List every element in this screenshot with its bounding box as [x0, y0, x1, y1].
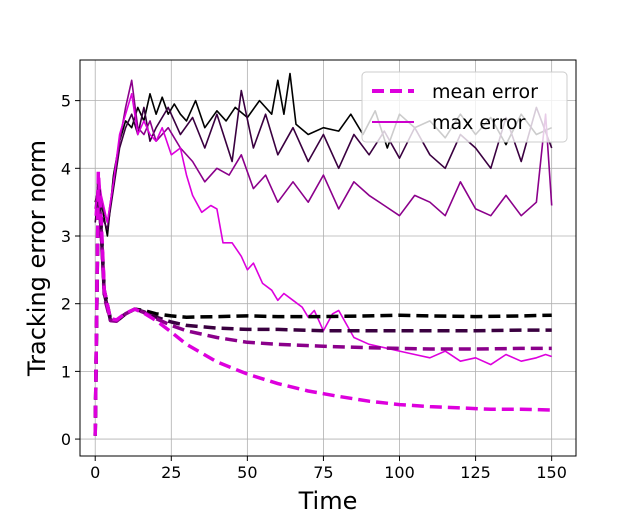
mean-error-line-7 [93, 169, 552, 436]
y-tick-label: 4 [61, 159, 71, 178]
legend: mean error max error [361, 71, 568, 143]
y-tick-label: 3 [61, 227, 71, 246]
x-axis: 0 25 50 75 100 125 150 [90, 456, 567, 482]
y-tick-label: 0 [61, 430, 71, 449]
max-error-line-3 [94, 93, 552, 366]
series-group [93, 72, 553, 436]
x-tick-label: 100 [384, 463, 415, 482]
x-tick-label: 25 [161, 463, 181, 482]
x-tick-label: 125 [460, 463, 491, 482]
max-error-line-1 [94, 89, 553, 230]
x-tick-label: 150 [536, 463, 567, 482]
y-axis: 0 1 2 3 4 5 [61, 92, 80, 449]
x-axis-label: Time [298, 487, 358, 512]
plot-frame [79, 59, 577, 457]
x-tick-label: 75 [313, 463, 333, 482]
x-tick-label: 0 [90, 463, 100, 482]
legend-mean-label: mean error [432, 81, 538, 103]
y-tick-label: 1 [61, 362, 71, 381]
grid [80, 60, 576, 456]
x-tick-label: 50 [237, 463, 257, 482]
max-error-line-2 [94, 79, 553, 224]
y-tick-label: 2 [61, 295, 71, 314]
mean-error-line-5 [93, 183, 552, 436]
legend-max-label: max error [432, 112, 526, 134]
y-axis-label: Tracking error norm [23, 140, 51, 377]
y-tick-label: 5 [61, 92, 71, 111]
